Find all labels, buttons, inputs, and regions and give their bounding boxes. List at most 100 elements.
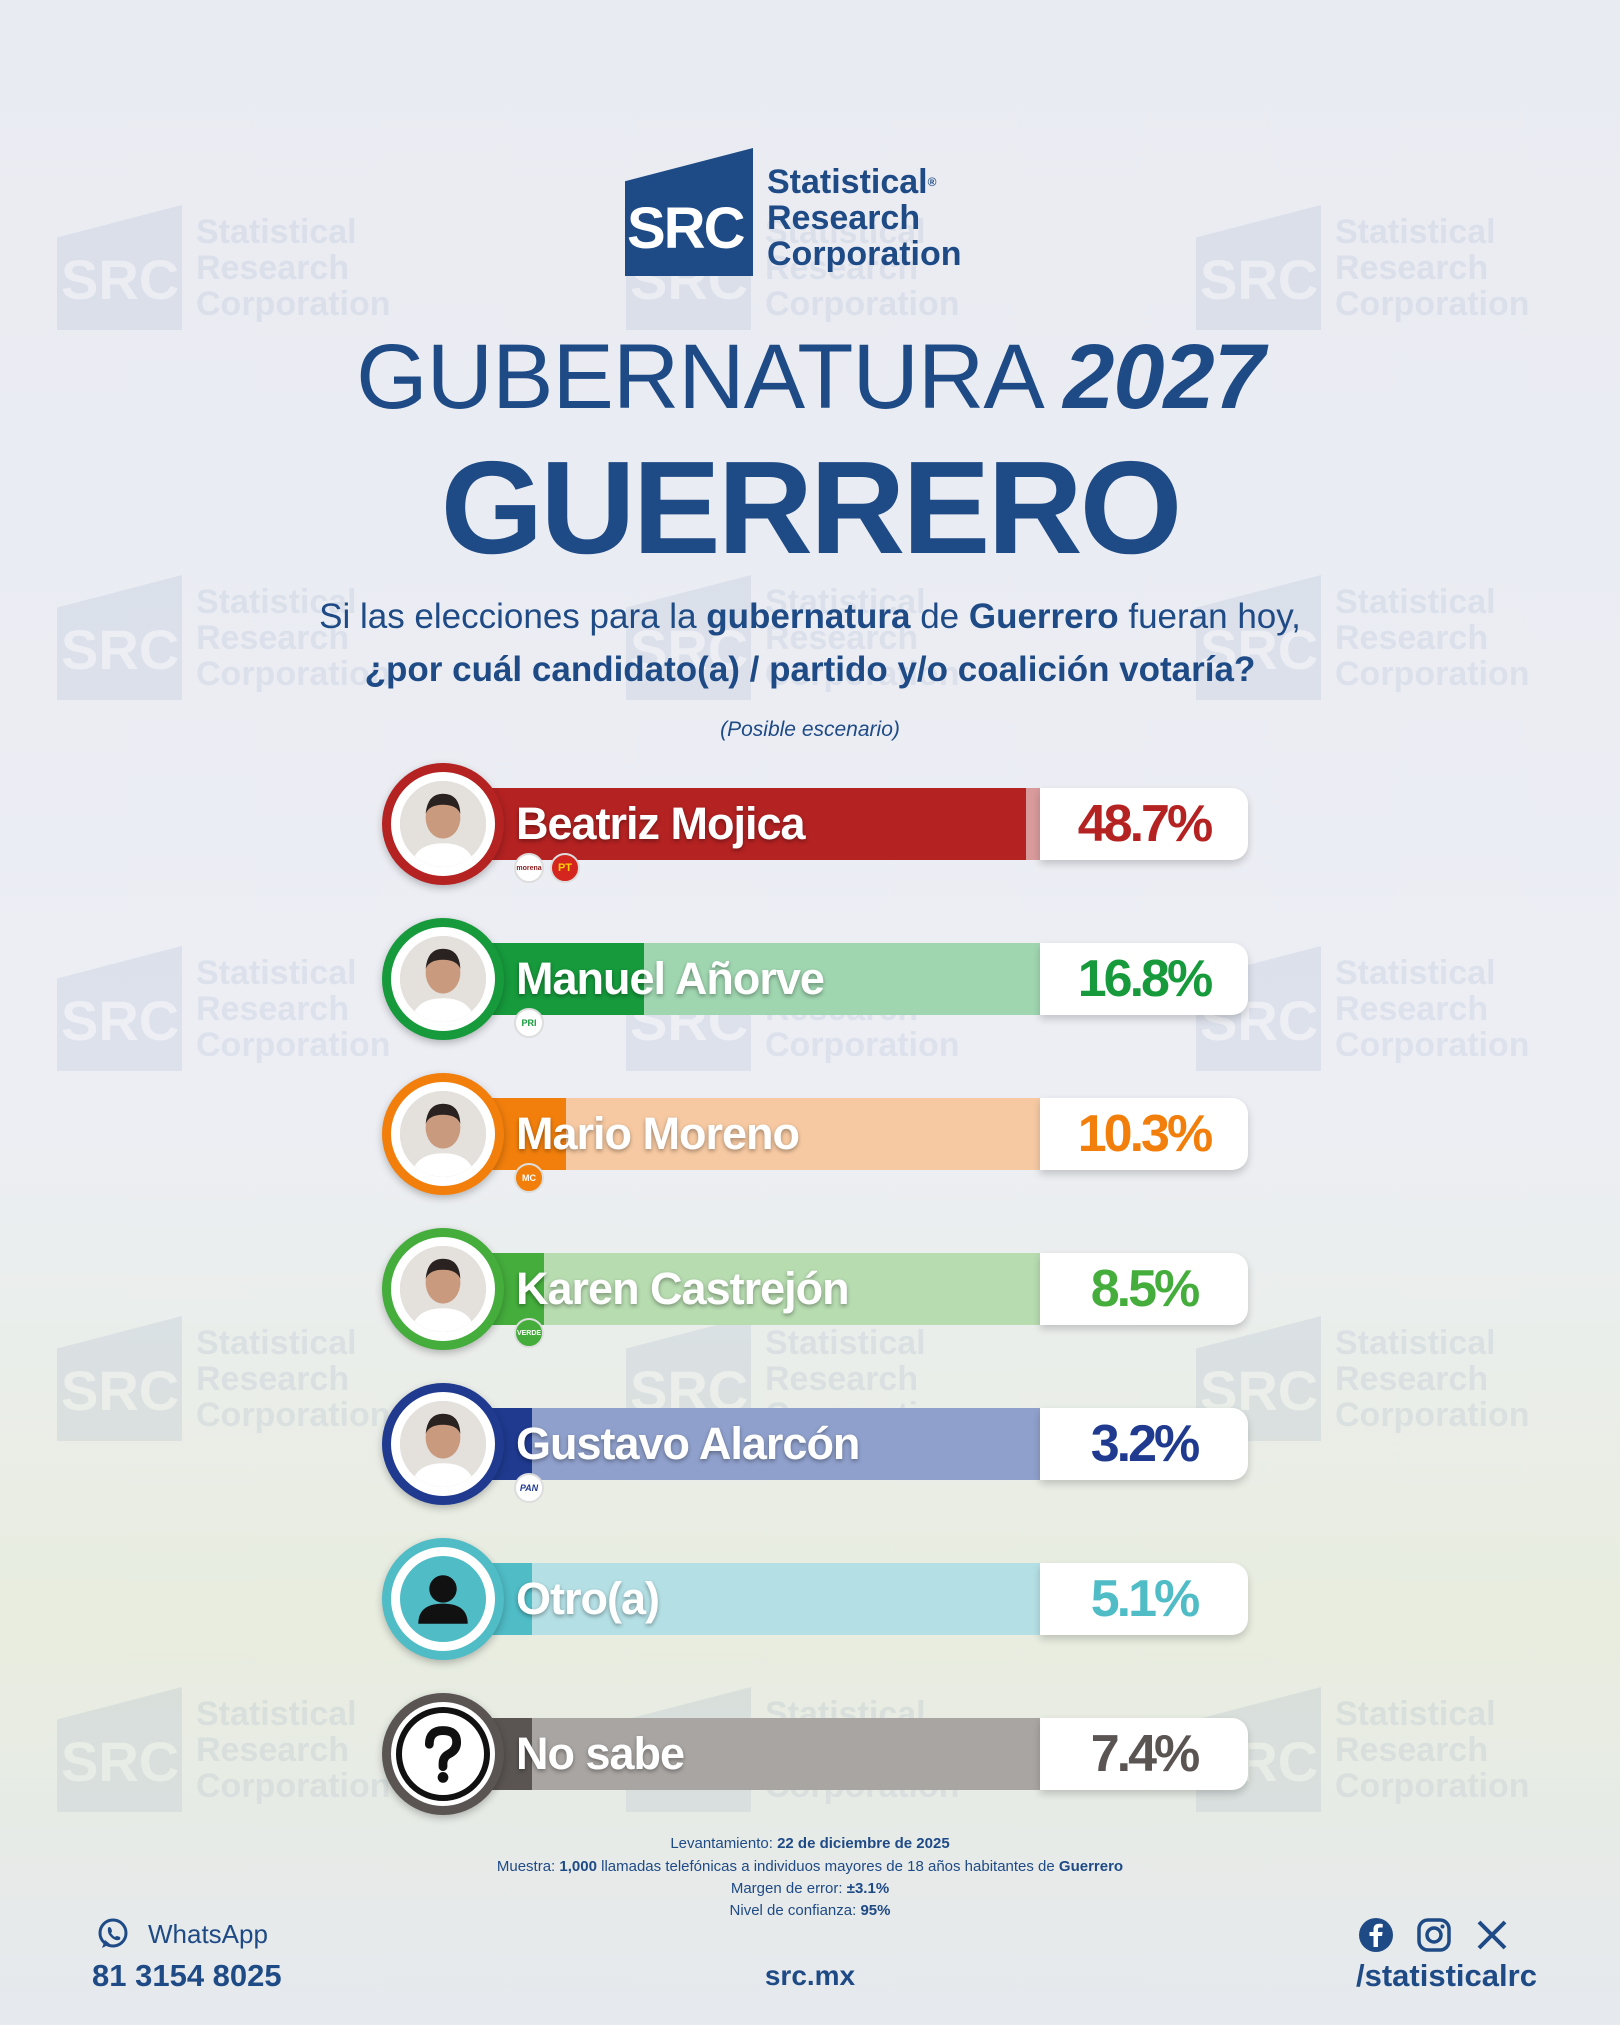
party-badges: PRI [514,1008,550,1038]
whatsapp-label: WhatsApp [148,1918,268,1949]
party-logo: morena [514,853,544,883]
bar-label: Gustavo Alarcón [516,1418,860,1469]
facebook-icon[interactable] [1358,1917,1394,1953]
bar-value-label: 5.1% [1040,1563,1248,1635]
title-light: GUBERNATURA [356,326,1040,428]
bar-label: No sabe [516,1728,685,1779]
candidate-avatar [382,918,504,1040]
survey-date-line: Levantamiento: 22 de diciembre de 2025 [0,1835,1620,1852]
whatsapp-icon [98,1918,128,1948]
q-part: Guerrero [968,597,1119,636]
bar-value-label: 3.2% [1040,1408,1248,1480]
bar [442,788,1026,860]
footer-label: Levantamiento: [670,1835,778,1852]
q-part: Si las elecciones para la [319,597,707,636]
page-title: GUBERNATURA 2027 [0,325,1620,430]
brand-name-line3: Corporation [767,235,962,273]
brand-logo: SRC Statistical® Research Corporation [625,148,962,276]
brand-name-line1: Statistical [767,163,928,201]
sample-line: Muestra: 1,000 llamadas telefónicas a in… [0,1858,1620,1875]
social-icons [1358,1917,1532,1953]
q-part: de [910,597,969,636]
footer-label: Muestra: [496,1858,560,1875]
footer-value: 1,000 [559,1858,597,1875]
whatsapp-contact[interactable]: WhatsApp [96,1917,268,1951]
bar-label: Karen Castrejón [516,1263,850,1314]
candidate-photo-icon [400,1091,486,1177]
bar-value-label: 8.5% [1040,1253,1248,1325]
candidate-avatar [382,1538,504,1660]
bar-value-label: 7.4% [1040,1718,1248,1790]
person-icon [418,1575,468,1624]
bar-value-label: 48.7% [1040,788,1248,860]
bar-label: Otro(a) [516,1573,660,1624]
confidence-line: Nivel de confianza: 95% [0,1902,1620,1919]
candidate-avatar [382,1693,504,1815]
candidate-avatar [382,763,504,885]
candidate-photo-icon [400,1401,486,1487]
bar-row: Gustavo Alarcón 3.2% PAN [382,1383,1248,1505]
footer-label: Margen de error: [730,1880,847,1897]
instagram-icon[interactable] [1416,1917,1452,1953]
x-icon[interactable] [1474,1917,1510,1953]
margin-line: Margen de error: ±3.1% [0,1880,1620,1897]
candidate-avatar [382,1383,504,1505]
bar-row: Manuel Añorve 16.8% PRI [382,918,1248,1040]
bar-row: Karen Castrejón 8.5% VERDE [382,1228,1248,1350]
bar-row: Beatriz Mojica 48.7% morena PT [382,763,1248,885]
question-line1: Si las elecciones para la gubernatura de… [0,597,1620,637]
registered-mark: ® [927,175,937,189]
logo-text: SRC [627,196,745,261]
brand-name: Statistical® Research Corporation [767,164,962,276]
party-logo: PRI [514,1008,544,1038]
footer-value: 95% [860,1902,891,1919]
bar-row: Mario Moreno 10.3% MC [382,1073,1248,1195]
bar-value-label: 16.8% [1040,943,1248,1015]
party-logo: VERDE [514,1318,544,1348]
footer-label: Nivel de confianza: [729,1902,861,1919]
bar-value-label: 10.3% [1040,1098,1248,1170]
q-part: gubernatura [706,597,911,636]
bar-label: Mario Moreno [516,1108,800,1159]
footer-value: 22 de diciembre de 2025 [777,1835,950,1852]
candidate-photo-icon [400,781,486,867]
party-badges: morena PT [514,853,586,883]
brand-name-line2: Research [767,199,921,237]
bar-row: Otro(a) 5.1% [382,1538,1248,1660]
question-mark-icon [424,1726,462,1783]
candidate-photo-icon [400,1246,486,1332]
bar-row: No sabe 7.4% [382,1693,1248,1815]
bar-label: Manuel Añorve [516,953,825,1004]
candidate-avatar [382,1228,504,1350]
candidate-photo-icon [400,936,486,1022]
party-logo: PAN [514,1473,544,1503]
bar-track [442,1563,1042,1635]
question-line2: ¿por cuál candidato(a) / partido y/o coa… [364,650,1256,689]
title-year: 2027 [1063,326,1265,428]
website-link[interactable]: src.mx [764,1960,856,1991]
party-badges: PAN [514,1473,550,1503]
bar-track [442,1408,1042,1480]
q-part: fueran hoy, [1118,597,1301,636]
party-badges: MC [514,1163,550,1193]
social-handle[interactable]: /statisticalrc [1356,1958,1537,1993]
logo-mark: SRC [625,148,753,276]
party-badges: VERDE [514,1318,550,1348]
scenario-note: (Posible escenario) [720,718,900,741]
bar-label: Beatriz Mojica [516,798,806,849]
candidate-avatar [382,1073,504,1195]
state-title: GUERRERO [440,434,1183,581]
party-logo: MC [514,1163,544,1193]
footer-label: llamadas telefónicas a individuos mayore… [596,1858,1059,1875]
phone-number: 81 3154 8025 [92,1958,282,1993]
footer-value: Guerrero [1058,1858,1124,1875]
party-logo: PT [550,853,580,883]
